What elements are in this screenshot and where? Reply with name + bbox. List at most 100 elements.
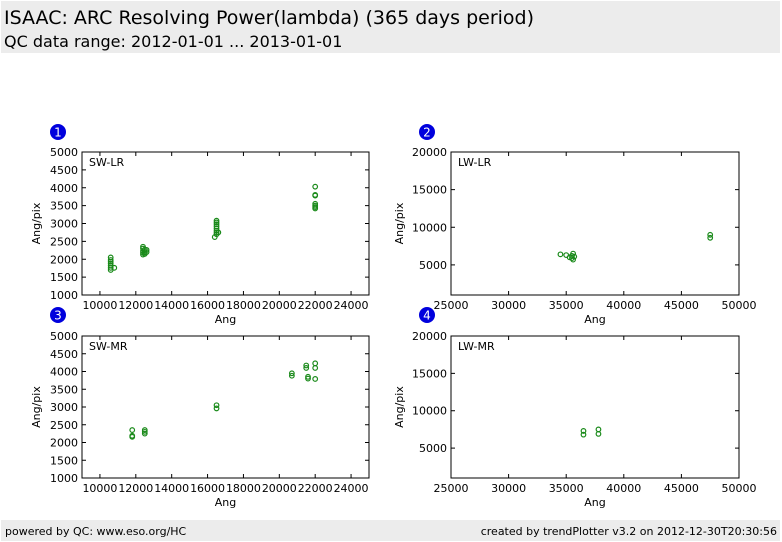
x-tick-label: 16000 [190,482,225,495]
y-axis-label: Ang/pix [30,202,43,244]
x-tick-label: 24000 [334,299,369,312]
y-tick-label: 10000 [412,405,447,418]
plot-badge [50,124,66,140]
plot-label: LW-MR [458,340,495,353]
y-tick-label: 20000 [412,146,447,159]
footer-band: powered by QC: www.eso.org/HC created by… [1,520,780,541]
y-axis-label: Ang/pix [30,386,43,428]
data-point [213,217,220,224]
data-point [707,234,714,241]
x-tick-label: 18000 [226,482,261,495]
page-title: ISAAC: ARC Resolving Power(lambda) (365 … [4,7,535,29]
data-point [211,234,218,240]
y-tick-label: 15000 [412,367,447,380]
x-tick-label: 14000 [154,482,189,495]
plot-frame [81,151,370,296]
data-point [213,229,220,236]
y-tick-label: 1500 [50,454,78,467]
x-tick-label: 22000 [298,482,333,495]
x-axis-label: Ang [584,313,605,326]
x-axis-label: Ang [215,496,236,509]
data-point [312,192,319,199]
data-point [312,183,319,190]
data-point [143,247,150,253]
y-axis-label: Ang/pix [393,202,406,244]
x-tick-label: 12000 [118,482,153,495]
y-tick-label: 5000 [50,146,78,159]
x-axis-label: Ang [584,496,605,509]
plot-frame [450,335,740,479]
data-point [141,428,148,435]
data-point [215,229,222,236]
plot-2: 2 25000 30000 35000 40000 45000 50000 5000 10000… [393,124,757,326]
y-tick-label: 3000 [50,218,78,231]
data-point [312,365,319,371]
data-point [107,264,114,271]
data-point [305,373,311,380]
y-tick-label: 15000 [412,184,447,197]
x-tick-label: 50000 [722,482,757,495]
y-tick-label: 5000 [419,259,447,272]
data-point [557,251,564,258]
x-tick-label: 30000 [491,299,526,312]
y-tick-label: 4000 [50,366,78,379]
data-point [111,264,118,271]
x-tick-label: 40000 [606,482,641,495]
plot-badge-number: 2 [423,126,431,140]
y-tick-label: 4000 [50,182,78,195]
plot-frame [450,151,740,296]
y-tick-label: 4500 [50,164,78,177]
y-tick-label: 2000 [50,437,78,450]
data-point [707,231,714,238]
data-point [303,365,310,371]
data-point [141,427,148,433]
data-point [580,431,587,438]
x-tick-label: 24000 [334,482,369,495]
data-point [305,375,311,382]
x-tick-label: 35000 [549,299,584,312]
plot-label: SW-MR [89,340,128,353]
y-tick-label: 5000 [50,330,78,343]
y-axis-label: Ang/pix [393,386,406,428]
y-tick-label: 4500 [50,348,78,361]
x-tick-label: 20000 [262,299,297,312]
plot-label: SW-LR [89,156,125,169]
data-point [595,431,602,437]
x-tick-label: 45000 [664,482,699,495]
plot-4: 4 25000 30000 35000 40000 45000 50000 5000 10000… [393,307,757,509]
x-tick-label: 50000 [722,299,757,312]
data-point [288,372,295,379]
data-point [580,428,587,434]
data-point [141,430,148,437]
data-point [107,258,114,265]
y-tick-label: 2000 [50,253,78,266]
header-band: ISAAC: ARC Resolving Power(lambda) (365 … [1,1,780,53]
data-point [312,205,319,212]
y-tick-label: 1500 [50,271,78,284]
plot-3: 3 10000 12000 14000 16000 18000 20000 22000 2400… [30,307,370,509]
data-point [570,256,577,263]
x-tick-label: 18000 [226,299,261,312]
plot-badge [419,307,435,323]
y-tick-label: 3500 [50,200,78,213]
x-tick-label: 30000 [491,482,526,495]
y-tick-label: 2500 [50,235,78,248]
x-tick-label: 25000 [434,299,469,312]
y-tick-label: 3500 [50,383,78,396]
plot-badge-number: 3 [54,309,62,323]
x-tick-label: 35000 [549,482,584,495]
x-axis-label: Ang [215,313,236,326]
x-tick-label: 25000 [434,482,469,495]
x-tick-label: 10000 [82,482,117,495]
x-tick-label: 16000 [190,299,225,312]
x-tick-label: 10000 [82,299,117,312]
data-point [143,249,150,256]
y-tick-label: 3000 [50,401,78,414]
plot-label: LW-LR [458,156,492,169]
plot-badge-number: 1 [54,126,62,140]
data-point [312,376,319,382]
plot-frame [81,335,370,479]
x-tick-label: 22000 [298,299,333,312]
data-point [213,402,220,409]
footer-created: created by trendPlotter v3.2 on 2012-12-… [480,525,777,538]
